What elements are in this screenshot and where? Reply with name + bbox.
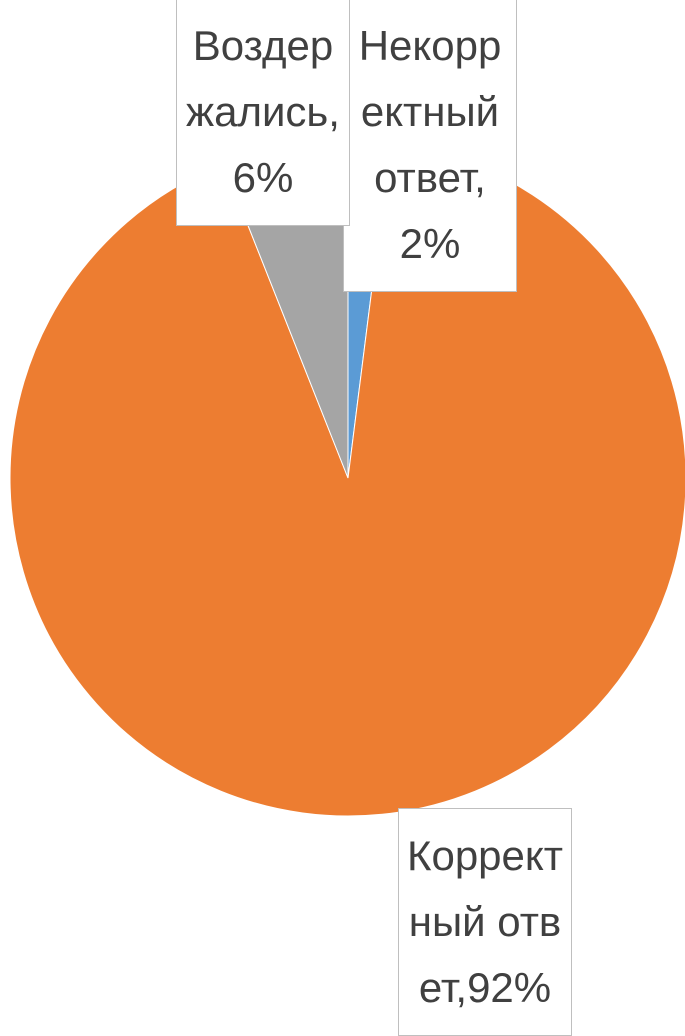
data-label: Некорректный ответ,2% [343, 0, 517, 292]
pie-slice [9, 142, 685, 817]
data-label: Корректный ответ,92% [398, 808, 572, 1036]
data-label: Воздержались,6% [176, 0, 350, 226]
